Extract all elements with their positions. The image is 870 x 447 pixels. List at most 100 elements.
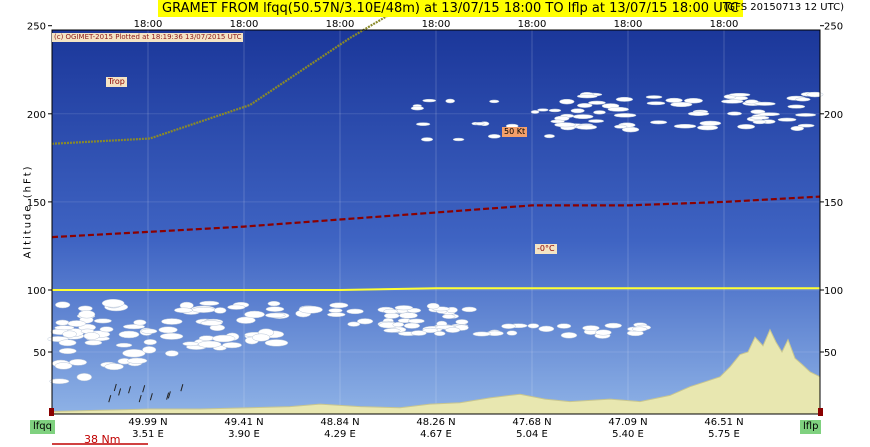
cloud-puff xyxy=(165,350,179,357)
chart-title: GRAMET FROM lfqq(50.57N/3.10E/48m) at 13… xyxy=(158,0,743,17)
cloud-puff xyxy=(55,319,70,326)
y-tick-label-left: 50 xyxy=(33,348,46,359)
cloud-puff xyxy=(123,324,145,330)
cloud-puff xyxy=(475,122,485,126)
cloud-puff xyxy=(614,124,628,129)
cloud-puff xyxy=(548,108,562,113)
cloud-puff xyxy=(140,328,158,334)
cloud-puff xyxy=(576,94,598,99)
cloud-puff xyxy=(227,304,246,310)
cloud-puff xyxy=(93,318,112,324)
cloud-puff xyxy=(49,378,70,385)
y-tick-label-left: 200 xyxy=(27,110,46,121)
cloud-puff xyxy=(455,319,469,325)
tropopause-label: Trop xyxy=(106,77,127,87)
end-station: lflp xyxy=(800,420,822,434)
waypoint-lon-label: 4.29 E xyxy=(324,429,356,440)
cloud-puff xyxy=(442,314,456,319)
y-tick-label-left: 250 xyxy=(27,22,46,33)
waypoint-lon-label: 5.40 E xyxy=(612,429,644,440)
cloud-puff xyxy=(407,318,425,324)
cloud-puff xyxy=(527,323,540,329)
precip-mark xyxy=(108,395,112,403)
cloud-puff xyxy=(69,358,87,366)
cloud-puff xyxy=(530,110,540,114)
cloud-puff xyxy=(198,335,215,341)
cloud-puff xyxy=(699,120,722,126)
cloud-puff xyxy=(560,332,578,339)
cloud-puff xyxy=(357,318,374,325)
cloud-puff xyxy=(383,328,401,333)
start-marker xyxy=(49,408,54,416)
sky-background xyxy=(52,30,820,414)
precip-mark xyxy=(113,383,117,392)
waypoint-lat-label: 49.41 N xyxy=(224,417,263,428)
precip-mark xyxy=(142,385,146,393)
cloud-puff xyxy=(461,306,477,313)
cloud-puff xyxy=(790,125,804,131)
cloud-puff xyxy=(737,124,756,130)
cloud-puff xyxy=(593,110,606,115)
cloud-puff xyxy=(506,330,518,336)
cloud-puff xyxy=(472,331,491,337)
waypoint-lat-label: 48.26 N xyxy=(416,417,455,428)
cloud-puff xyxy=(501,323,516,329)
cloud-puff xyxy=(159,332,184,340)
precip-mark xyxy=(128,386,132,394)
cloud-puff xyxy=(543,134,555,139)
cloud-puff xyxy=(265,312,286,318)
cloud-puff xyxy=(142,346,157,354)
model-run-label: (GFS 20150713 12 UTC) xyxy=(723,2,844,13)
time-tick-label: 18:00 xyxy=(518,19,547,30)
cloud-puff xyxy=(199,300,220,306)
cloud-puff xyxy=(489,99,500,104)
cloud-puff xyxy=(392,322,405,328)
cloud-puff xyxy=(213,307,227,314)
cloud-puff xyxy=(244,310,265,319)
cloud-puff xyxy=(327,312,346,318)
precip-mark xyxy=(138,394,142,403)
cloud-puff xyxy=(757,112,780,117)
cloud-puff xyxy=(650,120,668,125)
cloud-puff xyxy=(687,111,710,116)
waypoint-lon-label: 5.04 E xyxy=(516,429,548,440)
cloud-puff xyxy=(749,115,770,120)
y-tick-label-right: 250 xyxy=(824,22,843,33)
waypoint-lon-label: 3.90 E xyxy=(228,429,260,440)
cloud-puff xyxy=(777,117,797,122)
cloud-puff xyxy=(83,332,100,340)
cloud-puff xyxy=(754,101,776,106)
cloud-puff xyxy=(115,342,133,348)
cloud-puff xyxy=(559,98,575,105)
cloud-puff xyxy=(607,106,629,112)
cloud-puff xyxy=(697,125,719,131)
cloud-puff xyxy=(78,310,96,319)
cloud-puff xyxy=(265,306,285,312)
waypoint-lon-label: 5.75 E xyxy=(708,429,740,440)
time-tick-label: 18:00 xyxy=(422,19,451,30)
waypoint-lat-label: 47.68 N xyxy=(512,417,551,428)
plot-frame xyxy=(51,29,821,415)
cloud-puff xyxy=(252,333,271,342)
y-tick-label-right: 50 xyxy=(824,348,837,359)
fl100-line xyxy=(52,287,820,291)
time-tick-label: 18:00 xyxy=(326,19,355,30)
y-tick-label-right: 200 xyxy=(824,110,843,121)
cloud-puff xyxy=(58,348,77,355)
cloud-puff xyxy=(236,316,256,324)
cloud-puff xyxy=(101,298,125,308)
cloud-puff xyxy=(445,98,455,104)
cloud-layer xyxy=(47,91,824,385)
cloud-puff xyxy=(577,103,593,108)
cloud-puff xyxy=(54,362,73,370)
cloud-puff xyxy=(399,312,418,319)
y-tick-label-left: 100 xyxy=(27,286,46,297)
cloud-puff xyxy=(133,319,147,326)
cloud-puff xyxy=(422,327,439,333)
copyright-notice: (c) OGIMET-2015 Plotted at 18:19:36 13/0… xyxy=(52,33,244,42)
cloud-puff xyxy=(422,98,437,103)
cloud-puff xyxy=(99,326,114,333)
cloud-puff xyxy=(670,102,693,108)
cloud-puff xyxy=(646,101,666,106)
